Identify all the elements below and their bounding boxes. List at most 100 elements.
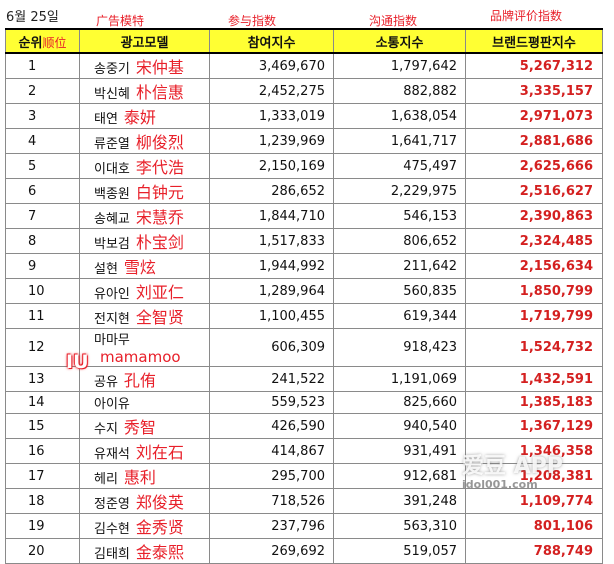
brand-cell: 2,156,634 [465, 253, 603, 279]
communication-cell: 519,057 [333, 538, 466, 564]
header-participation: 참여지수 [209, 28, 334, 54]
table-row: 7 송혜교 宋慧乔 1,844,710 546,153 2,390,863 [5, 203, 603, 229]
communication-cell: 211,642 [333, 253, 466, 279]
table-row: 8 박보검 朴宝剑 1,517,833 806,652 2,324,485 [5, 228, 603, 254]
model-name-ko: 수지 [94, 422, 118, 437]
table-row: 20 김태희 金泰熙 269,692 519,057 788,749 [5, 538, 603, 564]
rank-cell: 11 [5, 303, 80, 329]
rank-cell: 5 [5, 153, 80, 179]
participation-cell: 1,100,455 [209, 303, 334, 329]
communication-cell: 1,638,054 [333, 103, 466, 129]
brand-cell: 2,971,073 [465, 103, 603, 129]
table-row: 19 김수현 金秀贤 237,796 563,310 801,106 [5, 513, 603, 539]
brand-cell: 1,524,732 [465, 328, 603, 367]
model-cell: 박보검 朴宝剑 [79, 228, 210, 254]
participation-cell: 237,796 [209, 513, 334, 539]
table-row: 4 류준열 柳俊烈 1,239,969 1,641,717 2,881,686 [5, 128, 603, 154]
model-name-ko: 아이유 [94, 397, 130, 412]
brand-cell: 1,385,183 [465, 391, 603, 414]
model-cell: 류준열 柳俊烈 [79, 128, 210, 154]
brand-cell: 3,335,157 [465, 78, 603, 104]
table-row: 5 이대호 李代浩 2,150,169 475,497 2,625,666 [5, 153, 603, 179]
model-cell: 정준영 郑俊英 [79, 488, 210, 514]
rank-cell: 19 [5, 513, 80, 539]
table-row: 10 유아인 刘亚仁 1,289,964 560,835 1,850,799 [5, 278, 603, 304]
watermark: 爱豆 APP idol001.com [462, 448, 602, 508]
model-name-cn: 全智贤 [135, 308, 184, 327]
communication-cell: 475,497 [333, 153, 466, 179]
brand-cell: 1,208,381 [465, 463, 603, 489]
brand-cell: 788,749 [465, 538, 603, 564]
header-model: 광고모델 [79, 28, 210, 54]
model-cell: 마마무mamamoo [79, 328, 210, 367]
model-cell: 수지 秀智 [79, 413, 210, 439]
model-name-ko: 송혜교 [94, 212, 130, 227]
table-row: 1 송중기 宋仲基 3,469,670 1,797,642 5,267,312 [5, 52, 603, 79]
brand-cell: 2,516,627 [465, 178, 603, 204]
communication-cell: 1,191,069 [333, 366, 466, 392]
brand-ranking-table: 순위顺位 광고모델 참여지수 소통지수 브랜드평판지수 1 송중기 宋仲基 3,469… [5, 28, 603, 564]
table-row: 15 수지 秀智 426,590 940,540 1,367,129 [5, 413, 603, 439]
communication-cell: 619,344 [333, 303, 466, 329]
table-row: 14 아이유 559,523 825,660 1,385,183 [5, 391, 603, 414]
participation-cell: 1,333,019 [209, 103, 334, 129]
model-cell: 박신혜 朴信惠 [79, 78, 210, 104]
model-name-ko: 유재석 [94, 447, 130, 462]
model-cell: 유재석 刘在石 [79, 438, 210, 464]
brand-cell: 1,719,799 [465, 303, 603, 329]
model-cell: 송중기 宋仲基 [79, 52, 210, 79]
model-name-ko: 공유 [94, 375, 118, 390]
brand-cell: 5,267,312 [465, 52, 603, 79]
rank-cell: 18 [5, 488, 80, 514]
participation-cell: 286,652 [209, 178, 334, 204]
rank-cell: 7 [5, 203, 80, 229]
participation-cell: 1,239,969 [209, 128, 334, 154]
rank-cn-annotation: 顺位 [42, 35, 67, 50]
model-name-ko: 유아인 [94, 287, 130, 302]
brand-cell: 2,881,686 [465, 128, 603, 154]
brand-cell: 1,432,591 [465, 366, 603, 392]
participation-cell: 1,944,992 [209, 253, 334, 279]
participation-cell: 718,526 [209, 488, 334, 514]
participation-cell: 295,700 [209, 463, 334, 489]
table-row: 12 마마무mamamoo 606,309 918,423 1,524,732 [5, 328, 603, 367]
table-row: 6 백종원 白钟元 286,652 2,229,975 2,516,627 [5, 178, 603, 204]
rank-cell: 20 [5, 538, 80, 564]
watermark-main: 爱豆 APP [462, 454, 563, 479]
participation-cell: 1,844,710 [209, 203, 334, 229]
communication-cell: 560,835 [333, 278, 466, 304]
model-cell: 유아인 刘亚仁 [79, 278, 210, 304]
participation-cell: 3,469,670 [209, 52, 334, 79]
model-name-cn: 刘亚仁 [135, 283, 184, 302]
model-name-ko: 김수현 [94, 522, 130, 537]
rank-cell: 6 [5, 178, 80, 204]
model-name-ko: 백종원 [94, 187, 130, 202]
model-name-cn: 宋仲基 [135, 58, 184, 77]
rank-cell: 9 [5, 253, 80, 279]
model-name-ko: 이대호 [94, 162, 130, 177]
watermark-sub: idol001.com [462, 478, 538, 491]
model-name-ko: 마마무 [94, 333, 130, 348]
communication-cell: 563,310 [333, 513, 466, 539]
model-name-ko: 전지현 [94, 312, 130, 327]
brand-cell: 2,324,485 [465, 228, 603, 254]
communication-cell: 940,540 [333, 413, 466, 439]
rank-cell: 1 [5, 52, 80, 79]
model-name-cn: 李代浩 [135, 158, 184, 177]
model-cell: 아이유 [79, 391, 210, 414]
communication-cell: 2,229,975 [333, 178, 466, 204]
communication-cell: 391,248 [333, 488, 466, 514]
model-name-ko: 헤리 [94, 472, 118, 487]
model-cell: 태연 泰妍 [79, 103, 210, 129]
model-name-cn: 刘在石 [135, 443, 184, 462]
table-header-row: 순위顺位 광고모델 참여지수 소통지수 브랜드평판지수 [5, 28, 603, 54]
ad-model-cn-annotation: 广告模特 [96, 14, 145, 28]
communication-cell: 1,641,717 [333, 128, 466, 154]
table-row: 3 태연 泰妍 1,333,019 1,638,054 2,971,073 [5, 103, 603, 129]
model-name-ko: 정준영 [94, 497, 130, 512]
header-rank: 순위顺位 [5, 28, 80, 54]
model-cell: 설현 雪炫 [79, 253, 210, 279]
model-name-ko: 김태희 [94, 547, 130, 562]
rank-cell: 15 [5, 413, 80, 439]
brand-cell: 1,850,799 [465, 278, 603, 304]
